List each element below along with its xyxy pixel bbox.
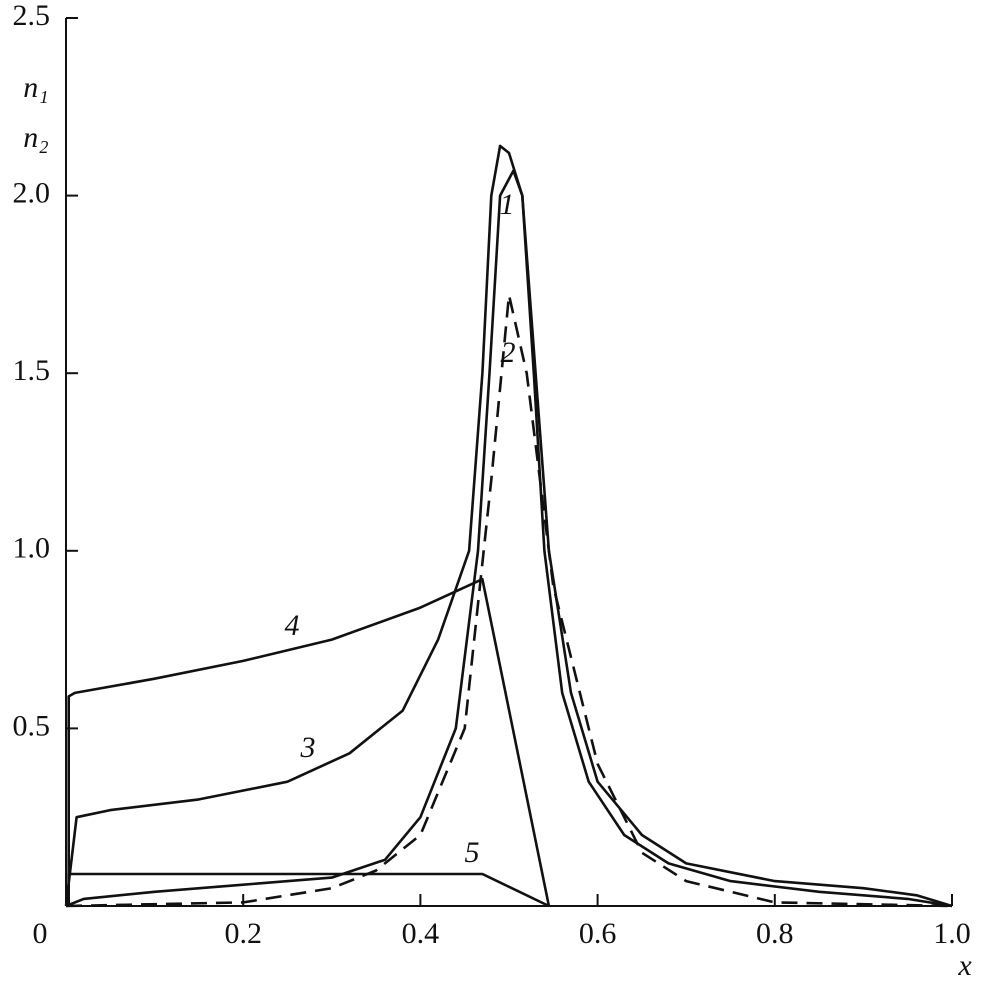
curve-label: 5 bbox=[465, 836, 480, 869]
curve-label: 2 bbox=[501, 336, 516, 369]
y-tick-label: 1.0 bbox=[13, 532, 51, 565]
x-tick-label: 0.2 bbox=[224, 917, 262, 950]
y-axis-label: n₂ bbox=[23, 121, 48, 154]
x-tick-label: 0.8 bbox=[756, 917, 794, 950]
y-tick-label: 2.5 bbox=[13, 0, 51, 32]
x-tick-label: 0 bbox=[33, 917, 48, 950]
x-tick-label: 0.4 bbox=[402, 917, 440, 950]
y-tick-label: 0.5 bbox=[13, 709, 51, 742]
curve-label: 4 bbox=[285, 609, 300, 642]
y-tick-label: 1.5 bbox=[13, 354, 51, 387]
x-tick-label: 1.0 bbox=[933, 917, 971, 950]
y-axis-label: n₁ bbox=[23, 71, 48, 104]
x-axis-label: x bbox=[957, 949, 972, 982]
y-tick-label: 2.0 bbox=[13, 176, 51, 209]
curve-label: 3 bbox=[300, 731, 316, 764]
series-line bbox=[67, 872, 550, 908]
series-line bbox=[64, 144, 953, 908]
series-line bbox=[67, 577, 551, 907]
x-tick-label: 0.6 bbox=[579, 917, 617, 950]
curve-label: 1 bbox=[500, 188, 515, 221]
series-line bbox=[65, 293, 953, 908]
series-line bbox=[65, 169, 953, 908]
